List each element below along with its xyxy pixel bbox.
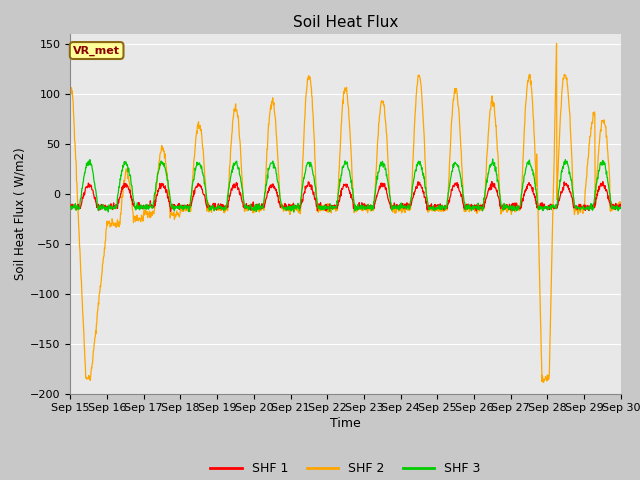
Y-axis label: Soil Heat Flux ( W/m2): Soil Heat Flux ( W/m2): [13, 147, 26, 280]
Text: VR_met: VR_met: [73, 46, 120, 56]
Legend: SHF 1, SHF 2, SHF 3: SHF 1, SHF 2, SHF 3: [205, 457, 486, 480]
Title: Soil Heat Flux: Soil Heat Flux: [293, 15, 398, 30]
X-axis label: Time: Time: [330, 418, 361, 431]
